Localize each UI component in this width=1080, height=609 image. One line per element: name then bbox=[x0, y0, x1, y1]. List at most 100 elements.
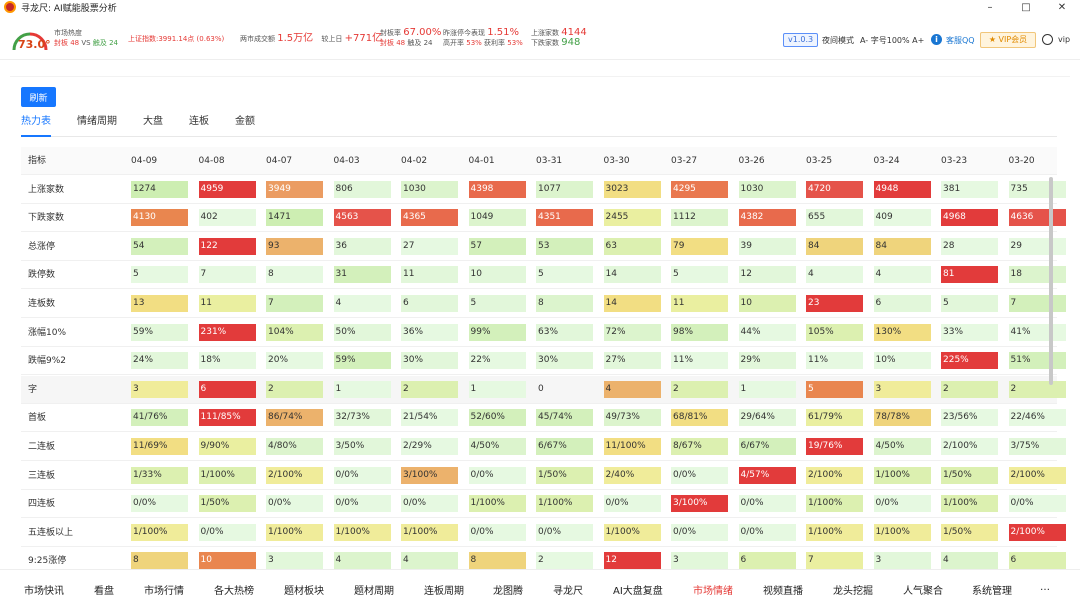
nav-item-7[interactable]: 龙图腾 bbox=[493, 586, 523, 597]
date-header[interactable]: 03-23 bbox=[941, 156, 968, 166]
heat-cell: 1 bbox=[738, 380, 796, 398]
table-row: 三连板 1/33% 1/100% 2/100% 0/0% 3/100% 0/0% 1/50% 2… bbox=[21, 462, 1066, 490]
heat-cell: 8 bbox=[468, 552, 526, 570]
nav-item-1[interactable]: 看盘 bbox=[94, 586, 114, 597]
tab-1[interactable]: 情绪周期 bbox=[77, 116, 117, 127]
heat-cell: 50% bbox=[333, 323, 391, 341]
table-row: 跌停数 5 7 8 31 11 10 5 14 5 12 4 4 81 18 bbox=[21, 261, 1066, 290]
heat-cell: 0/0% bbox=[738, 495, 796, 513]
heat-cell: 1/100% bbox=[198, 466, 256, 484]
nav-item-0[interactable]: 市场快讯 bbox=[24, 586, 64, 597]
nav-item-3[interactable]: 各大热榜 bbox=[214, 586, 254, 597]
version-badge[interactable]: v1.0.3 bbox=[783, 33, 819, 47]
date-header[interactable]: 04-08 bbox=[198, 156, 225, 166]
date-header[interactable]: 04-07 bbox=[266, 156, 293, 166]
turnover-value: 1.5万亿 bbox=[277, 33, 314, 44]
row-label: 字 bbox=[28, 384, 38, 395]
heat-cell: 72% bbox=[603, 323, 661, 341]
tab-0[interactable]: 热力表 bbox=[21, 115, 51, 137]
nav-item-5[interactable]: 题材周期 bbox=[354, 586, 394, 597]
heat-cell: 4959 bbox=[198, 180, 256, 198]
font-size-control[interactable]: A- 字号100% A+ bbox=[860, 36, 925, 45]
heat-cell: 6 bbox=[873, 295, 931, 312]
nav-item-10[interactable]: 市场情绪 bbox=[693, 586, 733, 597]
nav-item-8[interactable]: 寻龙尺 bbox=[553, 586, 583, 597]
heat-cell: 5 bbox=[671, 266, 728, 284]
night-mode-toggle[interactable]: 夜间模式 bbox=[822, 36, 854, 45]
date-header[interactable]: 03-31 bbox=[536, 156, 563, 166]
heat-cell: 0/0% bbox=[333, 466, 391, 484]
yesterday-perf-block: 昨涨停今表现 1.51% 高开率 53% 获利率 53% bbox=[443, 28, 523, 48]
heat-cell: 1/100% bbox=[806, 523, 863, 541]
vip-button[interactable]: ★ VIP会员 bbox=[980, 32, 1036, 48]
heat-cell: 78/78% bbox=[873, 409, 931, 427]
heat-cell: 1030 bbox=[401, 180, 458, 198]
heat-cell: 4 bbox=[603, 380, 661, 398]
heat-cell: 81 bbox=[941, 266, 998, 284]
heat-cell: 3/50% bbox=[333, 438, 391, 455]
date-header[interactable]: 04-03 bbox=[333, 156, 360, 166]
date-header[interactable]: 03-24 bbox=[873, 156, 900, 166]
heat-cell: 1/50% bbox=[198, 495, 256, 513]
date-header[interactable]: 04-02 bbox=[401, 156, 428, 166]
date-header[interactable]: 03-30 bbox=[603, 156, 630, 166]
date-header[interactable]: 03-27 bbox=[671, 156, 698, 166]
heat-cell: 7 bbox=[1008, 295, 1066, 312]
turnover-label: 两市成交额 bbox=[240, 35, 275, 43]
date-header[interactable]: 04-09 bbox=[131, 156, 158, 166]
date-header[interactable]: 03-25 bbox=[806, 156, 833, 166]
maximize-icon[interactable]: □ bbox=[1021, 1, 1031, 13]
heat-cell: 1 bbox=[468, 380, 526, 398]
nav-item-12[interactable]: 龙头挖掘 bbox=[833, 586, 873, 597]
heat-cell: 29 bbox=[1008, 237, 1066, 255]
tab-2[interactable]: 大盘 bbox=[143, 116, 163, 127]
user-name[interactable]: vip bbox=[1058, 35, 1071, 44]
user-icon[interactable] bbox=[1042, 34, 1053, 45]
row-label: 9:25涨停 bbox=[28, 556, 67, 567]
heat-cell: 36 bbox=[333, 237, 391, 255]
heat-cell: 4636 bbox=[1008, 209, 1066, 227]
nav-item-15[interactable]: … bbox=[1040, 582, 1050, 593]
minimize-icon[interactable]: – bbox=[987, 1, 993, 13]
nav-item-13[interactable]: 人气聚合 bbox=[903, 586, 943, 597]
heat-cell: 2/100% bbox=[1008, 466, 1066, 484]
table-row: 下跌家数 4130 402 1471 4563 4365 1049 4351 2455 1112 4… bbox=[21, 204, 1066, 233]
close-icon[interactable]: ✕ bbox=[1057, 1, 1067, 13]
nav-item-9[interactable]: AI大盘复盘 bbox=[613, 586, 663, 597]
date-header[interactable]: 04-01 bbox=[468, 156, 495, 166]
refresh-button[interactable]: 刷新 bbox=[21, 87, 56, 107]
table-row: 涨幅10% 59% 231% 104% 50% 36% 99% 63% 72% 98% 44% 105… bbox=[21, 319, 1066, 347]
nav-item-4[interactable]: 题材板块 bbox=[284, 586, 324, 597]
info-icon[interactable]: i bbox=[931, 34, 942, 45]
heat-cell: 11% bbox=[806, 352, 863, 370]
heat-cell: 1/33% bbox=[131, 466, 188, 484]
tab-3[interactable]: 连板 bbox=[189, 116, 209, 127]
date-header[interactable]: 03-26 bbox=[738, 156, 765, 166]
heat-cell: 0/0% bbox=[333, 495, 391, 513]
support-qq-link[interactable]: 客服QQ bbox=[946, 36, 975, 45]
heat-cell: 21/54% bbox=[401, 409, 458, 427]
nav-item-11[interactable]: 视频直播 bbox=[763, 586, 803, 597]
heat-cell: 4 bbox=[333, 295, 391, 312]
heat-cell: 12 bbox=[603, 552, 661, 570]
heat-cell: 4365 bbox=[401, 209, 458, 227]
heat-cell: 1049 bbox=[468, 209, 526, 227]
heat-cell: 2 bbox=[1008, 380, 1066, 398]
tab-4[interactable]: 金额 bbox=[235, 116, 255, 127]
heat-cell: 54 bbox=[131, 237, 188, 255]
heat-cell: 59% bbox=[131, 323, 188, 341]
nav-item-6[interactable]: 连板周期 bbox=[424, 586, 464, 597]
row-label: 涨幅10% bbox=[28, 327, 67, 338]
vertical-scrollbar[interactable] bbox=[1049, 177, 1053, 385]
heat-cell: 11/69% bbox=[131, 438, 188, 455]
heat-cell: 2 bbox=[266, 380, 323, 398]
heat-cell: 105% bbox=[806, 323, 863, 341]
heat-cell: 12 bbox=[738, 266, 796, 284]
date-header[interactable]: 03-20 bbox=[1008, 156, 1035, 166]
nav-item-2[interactable]: 市场行情 bbox=[144, 586, 184, 597]
heat-cell: 2 bbox=[941, 380, 998, 398]
heat-cell: 3 bbox=[873, 552, 931, 570]
heat-cell: 5 bbox=[131, 266, 188, 284]
nav-item-14[interactable]: 系统管理 bbox=[972, 586, 1012, 597]
heat-cell: 6/67% bbox=[536, 438, 593, 455]
